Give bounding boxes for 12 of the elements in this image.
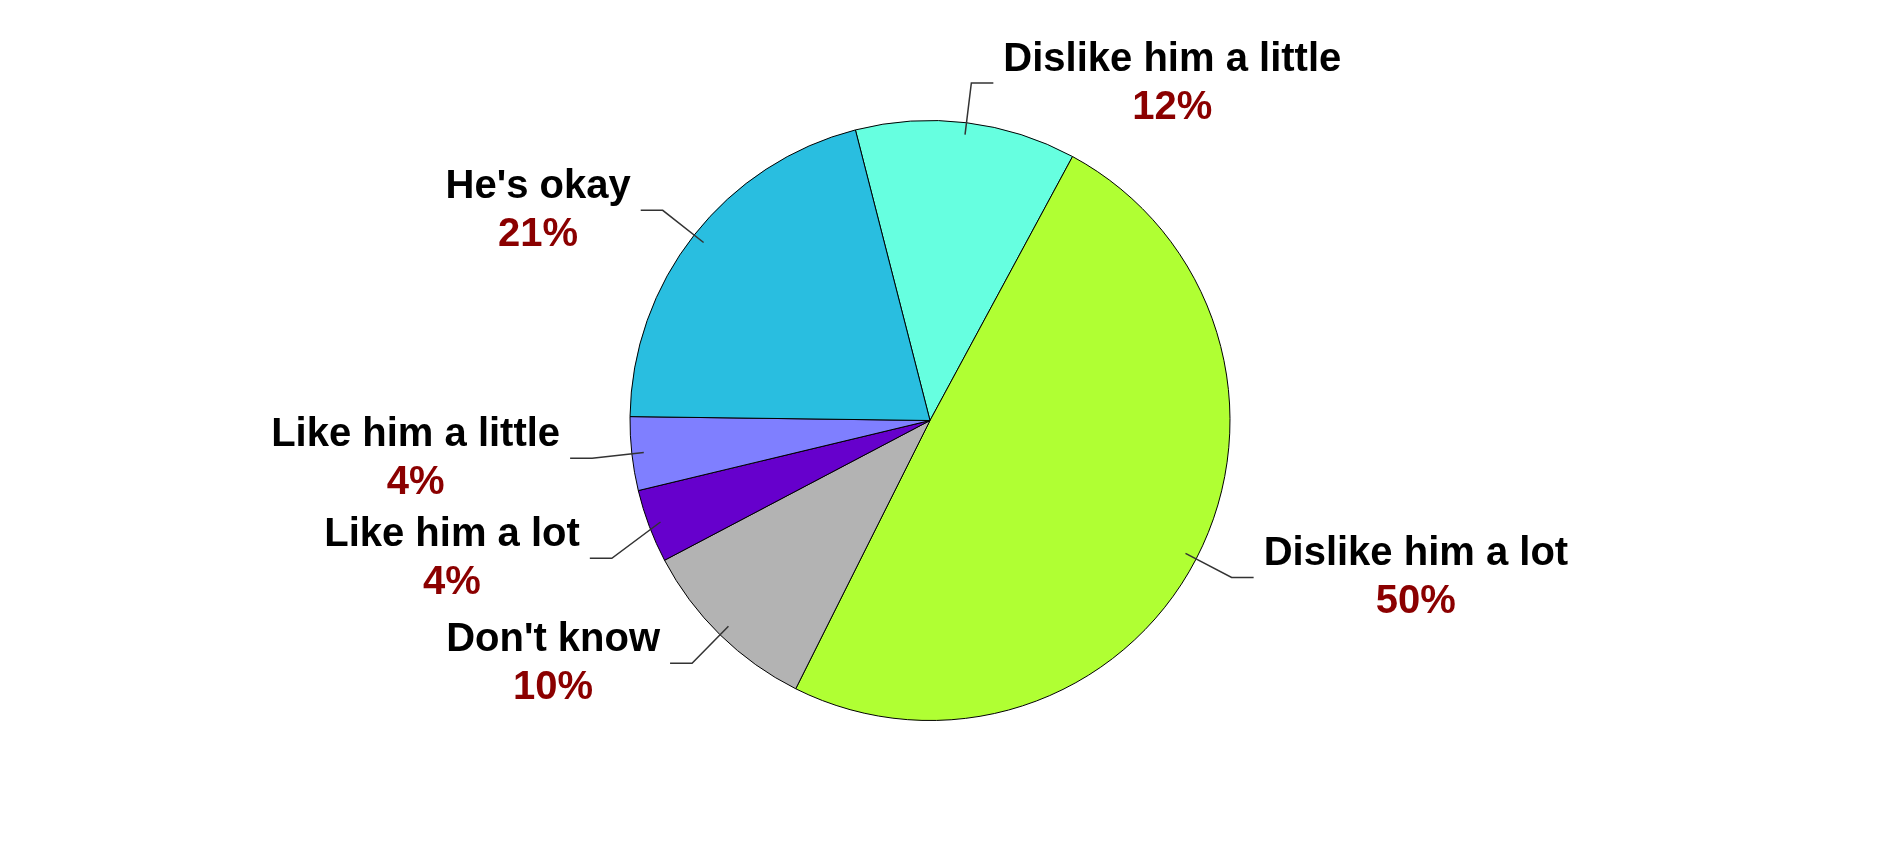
data-label: 4%: [386, 458, 445, 503]
data-label: 10%: [513, 663, 594, 708]
slice-label: He's okay: [445, 162, 632, 207]
data-label: 12%: [1132, 83, 1213, 128]
slice-label: Like him a lot: [324, 510, 580, 555]
data-label: 50%: [1375, 577, 1456, 622]
slice-label: Dislike him a lot: [1263, 529, 1569, 574]
data-label: 4%: [423, 558, 481, 603]
slice-label: Like him a little: [271, 410, 561, 455]
slice-label: Don't know: [446, 615, 661, 660]
slice-label: Dislike him a little: [1003, 35, 1342, 80]
data-label: 21%: [498, 210, 579, 255]
